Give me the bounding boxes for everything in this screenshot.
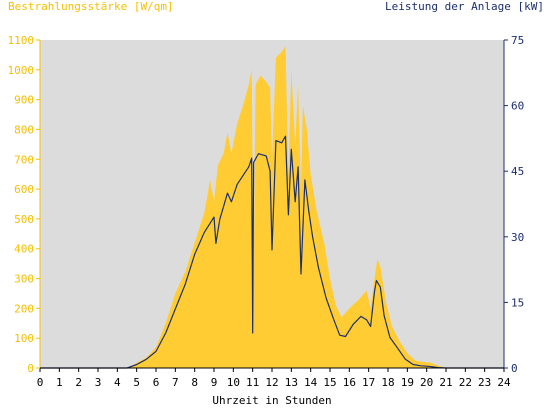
irradiance-area [40, 46, 504, 368]
x-tick-label: 3 [95, 376, 102, 389]
x-tick-label: 24 [497, 376, 511, 389]
x-tick-label: 1 [56, 376, 63, 389]
y-right-tick-label: 30 [511, 231, 524, 244]
x-tick-label: 8 [191, 376, 198, 389]
y-left-tick-label: 400 [14, 243, 34, 256]
x-tick-label: 4 [114, 376, 121, 389]
y-right-tick-label: 60 [511, 100, 524, 113]
y-left-tick-label: 600 [14, 183, 34, 196]
y-right-tick-label: 75 [511, 34, 524, 47]
y-left-tick-label: 1100 [8, 34, 35, 47]
x-tick-label: 19 [401, 376, 414, 389]
x-tick-label: 18 [381, 376, 394, 389]
x-tick-label: 20 [420, 376, 433, 389]
y-left-tick-label: 500 [14, 213, 34, 226]
x-tick-label: 0 [37, 376, 44, 389]
right-axis-title: Leistung der Anlage [kW] [385, 0, 544, 13]
y-left-tick-label: 800 [14, 123, 34, 136]
x-tick-label: 14 [304, 376, 318, 389]
y-right-tick-label: 45 [511, 165, 524, 178]
x-tick-label: 5 [133, 376, 140, 389]
x-tick-label: 11 [246, 376, 259, 389]
x-tick-label: 23 [478, 376, 491, 389]
y-left-tick-label: 300 [14, 273, 34, 286]
y-right-tick-label: 15 [511, 296, 524, 309]
x-tick-label: 17 [362, 376, 375, 389]
y-left-tick-label: 200 [14, 302, 34, 315]
x-tick-label: 16 [343, 376, 356, 389]
x-tick-label: 15 [323, 376, 336, 389]
x-tick-label: 22 [459, 376, 472, 389]
left-axis-title: Bestrahlungsstärke [W/qm] [8, 0, 174, 13]
y-right-tick-label: 0 [511, 362, 518, 375]
x-tick-label: 9 [211, 376, 218, 389]
y-left-tick-label: 0 [27, 362, 34, 375]
power-line [40, 135, 504, 369]
x-tick-label: 6 [153, 376, 160, 389]
y-left-tick-label: 1000 [8, 64, 35, 77]
x-tick-label: 10 [227, 376, 240, 389]
x-tick-label: 2 [75, 376, 82, 389]
x-tick-label: 13 [285, 376, 298, 389]
x-tick-label: 21 [439, 376, 452, 389]
y-left-tick-label: 100 [14, 332, 34, 345]
x-tick-label: 12 [265, 376, 278, 389]
x-axis-title: Uhrzeit in Stunden [212, 394, 332, 407]
y-left-tick-label: 700 [14, 153, 34, 166]
x-tick-label: 7 [172, 376, 179, 389]
y-left-tick-label: 900 [14, 94, 34, 107]
